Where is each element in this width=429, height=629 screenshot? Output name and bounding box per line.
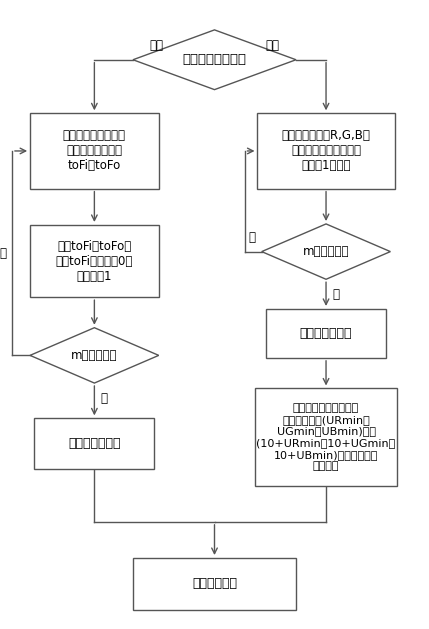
Bar: [257, 113, 395, 189]
Text: 彩色: 彩色: [266, 40, 279, 52]
Text: m行提取结束: m行提取结束: [71, 349, 118, 362]
Bar: [30, 113, 159, 189]
Text: 是: 是: [100, 392, 107, 404]
Text: 比较toFi和toFo的
值，toFi小则表示0，
否则表示1: 比较toFi和toFo的 值，toFi小则表示0， 否则表示1: [56, 240, 133, 282]
Bar: [34, 418, 154, 469]
Text: 提取水印信息: 提取水印信息: [192, 577, 237, 590]
Polygon shape: [30, 328, 159, 383]
Text: m行提取结束: m行提取结束: [303, 245, 349, 258]
Bar: [266, 309, 386, 358]
Polygon shape: [133, 30, 296, 89]
Text: 否: 否: [0, 247, 6, 260]
Text: 压缩扩频的序列: 压缩扩频的序列: [68, 437, 121, 450]
Bar: [255, 388, 397, 486]
Polygon shape: [262, 224, 390, 279]
Text: 计算每行像素中R,G,B分
量序列的均值，并将结
果作为1组保存: 计算每行像素中R,G,B分 量序列的均值，并将结 果作为1组保存: [281, 130, 371, 172]
Text: 压缩扩频的序列: 压缩扩频的序列: [300, 327, 352, 340]
Text: 图片背景类别判断: 图片背景类别判断: [182, 53, 247, 66]
Text: 是: 是: [332, 288, 339, 301]
Text: 分别计算每行像素序
列的均值，并计算
toFi和toFo: 分别计算每行像素序 列的均值，并计算 toFi和toFo: [63, 130, 126, 172]
Bar: [30, 225, 159, 298]
Text: 否: 否: [249, 231, 256, 244]
Text: 白色: 白色: [150, 40, 163, 52]
Bar: [133, 558, 296, 610]
Text: 计算每行像素分量与最
小像素分量组(URmin、
UGmin、UBmin)以及
(10+URmin、10+UGmin、
10+UBmin)的差距，确定
隐藏信息: 计算每行像素分量与最 小像素分量组(URmin、 UGmin、UBmin)以及 …: [257, 403, 396, 471]
